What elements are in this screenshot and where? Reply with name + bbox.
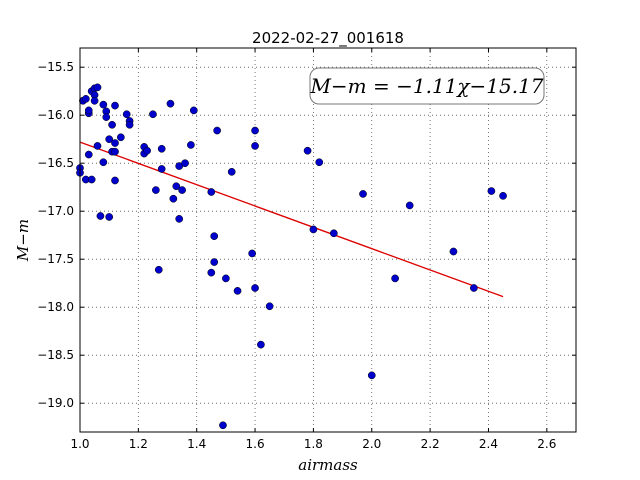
data-point	[172, 182, 181, 191]
data-point	[222, 274, 230, 283]
x-tick-label: 1.4	[187, 437, 206, 451]
data-point	[178, 186, 186, 194]
data-point	[96, 212, 105, 220]
data-point	[219, 421, 227, 430]
data-point	[499, 191, 507, 200]
data-point	[175, 215, 184, 223]
data-point	[210, 232, 219, 241]
y-tick-label: −18.0	[37, 300, 74, 314]
data-point	[251, 126, 259, 135]
data-point	[207, 188, 216, 196]
data-point	[111, 101, 119, 110]
fit-line-layer	[79, 141, 504, 298]
data-point	[181, 159, 189, 168]
data-point	[169, 194, 178, 203]
x-tick-label: 2.4	[479, 437, 498, 451]
data-point	[99, 158, 108, 167]
data-point	[111, 176, 119, 185]
y-tick-label: −17.5	[37, 252, 74, 266]
data-point	[405, 201, 414, 210]
y-tick-label: −16.0	[37, 108, 74, 122]
data-point	[309, 225, 318, 234]
data-point	[470, 284, 478, 292]
y-tick-label: −16.5	[37, 156, 74, 170]
data-point	[111, 147, 119, 156]
data-point	[157, 165, 166, 173]
grid-layer	[80, 48, 576, 432]
chart-title: 2022-02-27_001618	[252, 29, 404, 48]
data-point	[391, 274, 399, 283]
data-point	[152, 186, 160, 194]
data-point	[359, 190, 367, 198]
data-point	[233, 287, 242, 295]
y-tick-label: −18.5	[37, 348, 74, 362]
data-point	[329, 229, 338, 238]
data-point	[367, 371, 376, 380]
data-point	[257, 340, 265, 349]
data-point	[251, 284, 259, 292]
data-point	[116, 133, 125, 142]
data-point	[166, 99, 175, 108]
x-tick-label: 1.2	[129, 437, 148, 451]
points-layer	[76, 83, 507, 430]
y-tick-label: −15.5	[37, 60, 74, 74]
data-point	[93, 83, 102, 92]
x-tick-label: 2.2	[421, 437, 440, 451]
x-tick-label: 1.6	[246, 437, 265, 451]
x-tick-label: 2.0	[362, 437, 381, 451]
data-point	[213, 126, 221, 135]
data-point	[248, 249, 256, 258]
data-point	[487, 187, 496, 195]
data-point	[102, 113, 111, 121]
data-point	[90, 96, 99, 105]
y-tick-label: −17.0	[37, 204, 74, 218]
data-point	[81, 95, 90, 103]
x-tick-label: 1.0	[70, 437, 89, 451]
y-tick-label: −19.0	[37, 396, 74, 410]
data-point	[108, 120, 116, 129]
x-tick-label: 1.8	[304, 437, 323, 451]
fit-line	[79, 141, 504, 298]
data-point	[251, 142, 259, 150]
data-point	[99, 100, 108, 109]
data-point	[122, 110, 131, 119]
annotation-box	[309, 67, 545, 105]
data-point	[125, 120, 134, 129]
y-tick-labels: −15.5 −16.0 −16.5 −17.0 −17.5 −18.0 −18.5 −19.0	[37, 60, 74, 410]
data-point	[143, 146, 151, 155]
x-axis-label: airmass	[298, 456, 358, 474]
y-axis-label: M−m	[14, 219, 32, 262]
data-point	[84, 150, 93, 159]
data-point	[189, 106, 198, 115]
data-point	[111, 139, 119, 147]
x-tick-labels: 1.0 1.2 1.4 1.6 1.8 2.0 2.2 2.4 2.6	[70, 437, 556, 451]
data-point	[105, 135, 114, 144]
data-point	[303, 146, 312, 155]
data-point	[154, 265, 163, 274]
x-tick-label: 2.6	[537, 437, 556, 451]
data-point	[227, 167, 236, 176]
ticks-layer	[79, 48, 576, 432]
data-point	[187, 141, 195, 149]
data-point	[315, 158, 324, 167]
data-point	[157, 144, 166, 153]
data-point	[149, 110, 157, 119]
data-point	[84, 106, 93, 115]
fit-equation-annotation: M−m = −1.11χ−15.17	[309, 67, 545, 105]
data-point	[207, 268, 216, 277]
data-point	[105, 213, 114, 221]
plot-frame	[79, 47, 577, 433]
data-point	[210, 258, 219, 266]
data-point	[93, 142, 102, 150]
data-point	[265, 302, 274, 311]
data-point	[449, 247, 458, 256]
annotation-text: M−m = −1.11χ−15.17	[309, 74, 543, 98]
data-point	[87, 175, 96, 184]
